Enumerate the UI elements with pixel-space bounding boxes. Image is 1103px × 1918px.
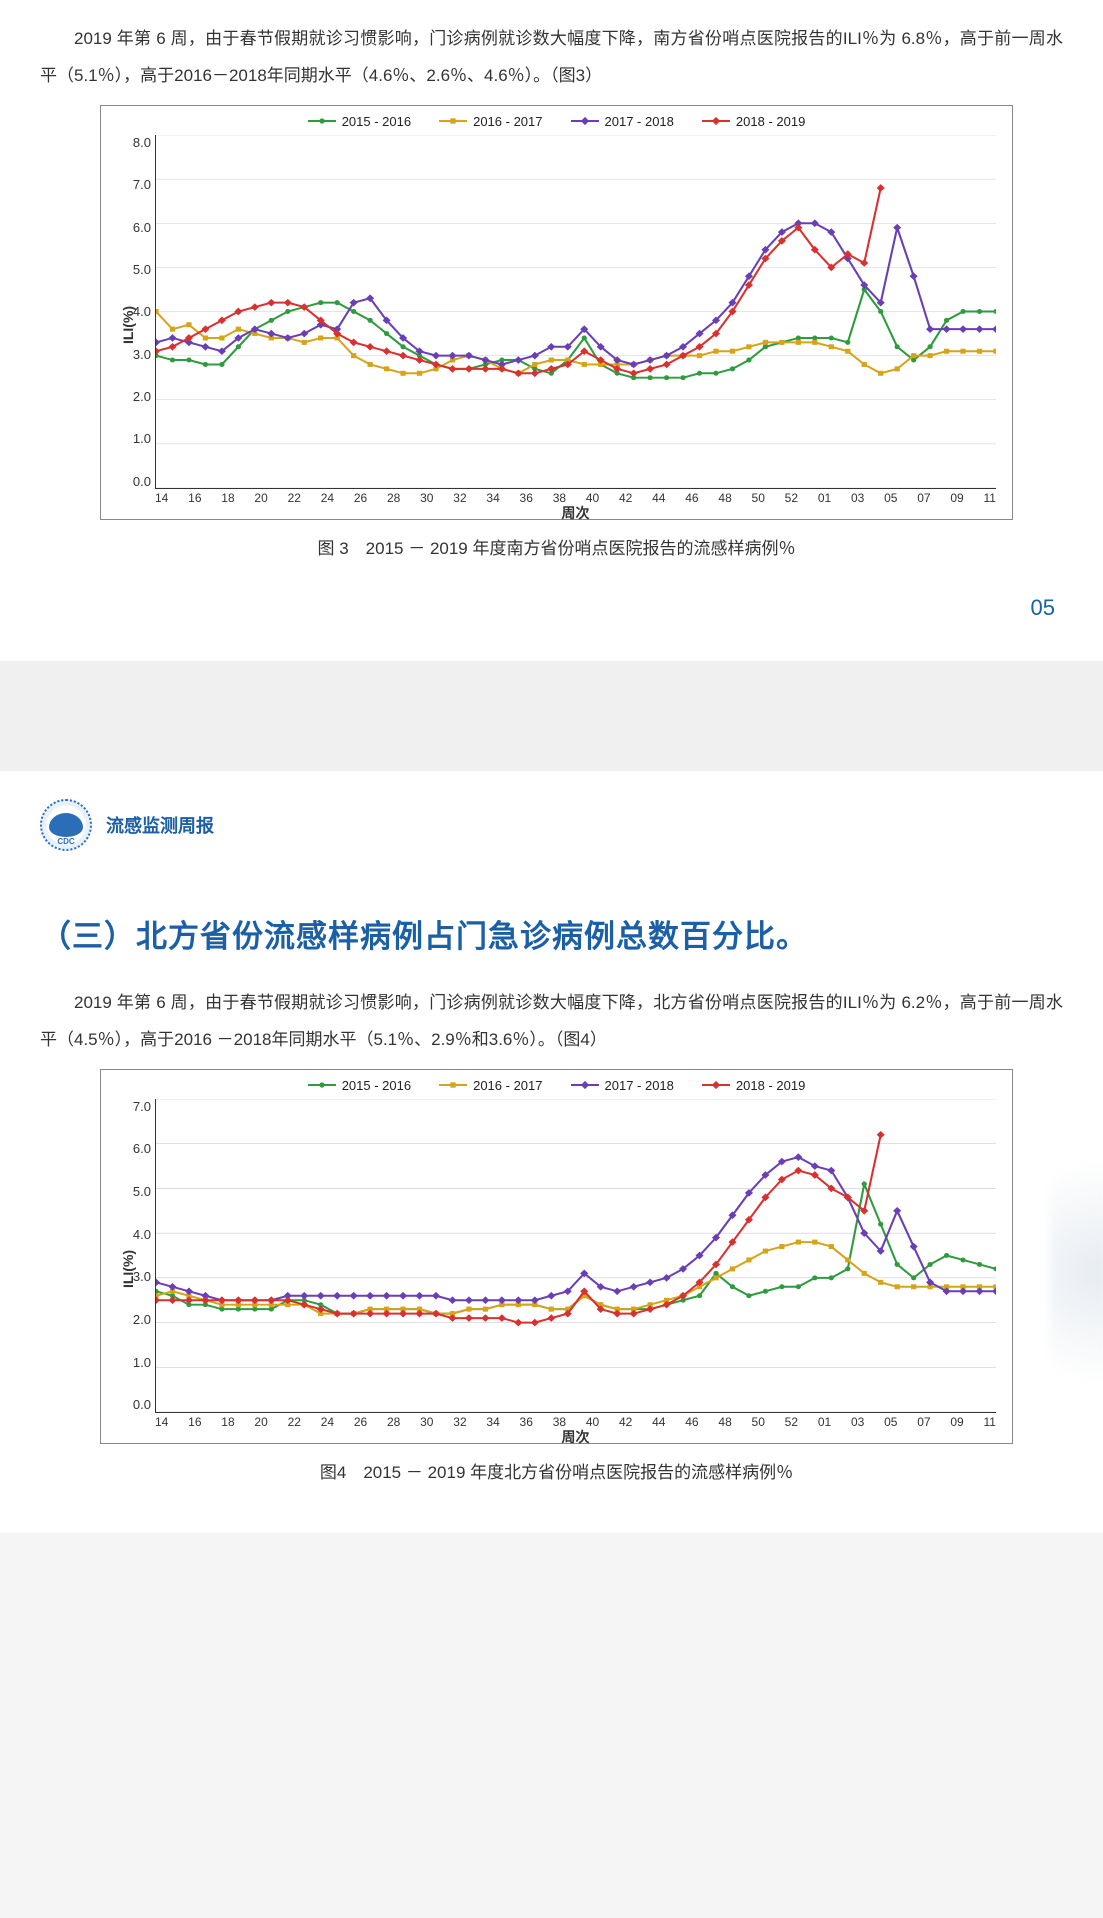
- legend-item: 2015 - 2016: [308, 1078, 411, 1093]
- chart-box: 2015 - 2016 2016 - 2017 2017 - 2018 2018…: [100, 105, 1013, 520]
- page-gap: [0, 661, 1103, 771]
- figure-caption: 图 3 2015 － 2019 年度南方省份哨点医院报告的流感样病例％: [100, 534, 1013, 559]
- plot: ILI(%) 0.01.02.03.04.05.06.07.08.0 14161…: [155, 135, 996, 515]
- plot-area: [155, 135, 996, 489]
- legend-item: 2015 - 2016: [308, 114, 411, 129]
- legend-item: 2017 - 2018: [571, 114, 674, 129]
- cdc-logo-icon: CDC: [40, 799, 92, 851]
- legend: 2015 - 2016 2016 - 2017 2017 - 2018 2018…: [105, 114, 1008, 129]
- figure-3: 2015 - 2016 2016 - 2017 2017 - 2018 2018…: [100, 105, 1013, 559]
- chart-box: 2015 - 2016 2016 - 2017 2017 - 2018 2018…: [100, 1069, 1013, 1444]
- plot: ILI(%) 0.01.02.03.04.05.06.07.0 14161820…: [155, 1099, 996, 1439]
- para: 2019 年第 6 周，由于春节假期就诊习惯影响，门诊病例就诊数大幅度下降，北方…: [40, 984, 1063, 1059]
- header-title: 流感监测周报: [106, 812, 214, 838]
- figure-caption: 图4 2015 － 2019 年度北方省份哨点医院报告的流感样病例％: [100, 1458, 1013, 1483]
- x-axis-label: 周次: [562, 1427, 590, 1447]
- y-ticks: 0.01.02.03.04.05.06.07.08.0: [121, 135, 151, 489]
- plot-area: [155, 1099, 996, 1413]
- legend-item: 2017 - 2018: [571, 1078, 674, 1093]
- legend-item: 2018 - 2019: [702, 1078, 805, 1093]
- page-2: CDC 流感监测周报 （三）北方省份流感样病例占门急诊病例总数百分比。 2019…: [0, 771, 1103, 1533]
- legend-item: 2016 - 2017: [439, 114, 542, 129]
- para: 2019 年第 6 周，由于春节假期就诊习惯影响，门诊病例就诊数大幅度下降，南方…: [40, 20, 1063, 95]
- legend-item: 2016 - 2017: [439, 1078, 542, 1093]
- legend: 2015 - 2016 2016 - 2017 2017 - 2018 2018…: [105, 1078, 1008, 1093]
- x-axis-label: 周次: [562, 503, 590, 523]
- section-title: （三）北方省份流感样病例占门急诊病例总数百分比。: [40, 911, 1063, 956]
- page-header: CDC 流感监测周报: [40, 791, 1063, 875]
- bg-decoration: [1049, 1152, 1103, 1452]
- page-number: 05: [40, 595, 1063, 621]
- y-ticks: 0.01.02.03.04.05.06.07.0: [121, 1099, 151, 1413]
- figure-4: 2015 - 2016 2016 - 2017 2017 - 2018 2018…: [100, 1069, 1013, 1483]
- page-1: 2019 年第 6 周，由于春节假期就诊习惯影响，门诊病例就诊数大幅度下降，南方…: [0, 0, 1103, 661]
- legend-item: 2018 - 2019: [702, 114, 805, 129]
